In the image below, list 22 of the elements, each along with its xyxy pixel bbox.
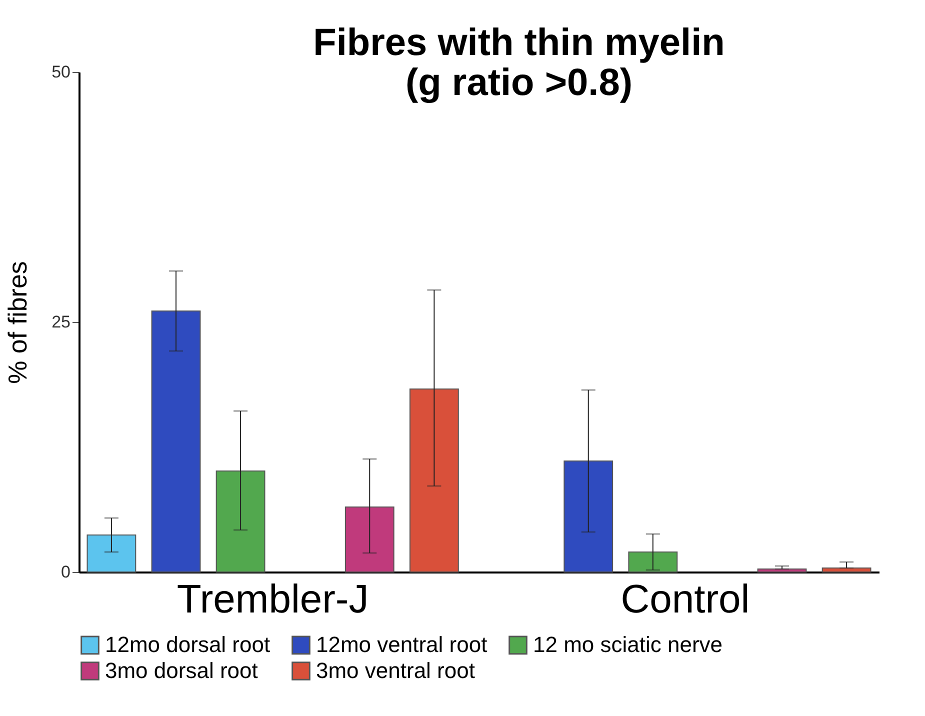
bar — [757, 568, 807, 572]
y-axis-title: % of fibres — [2, 261, 33, 384]
y-tick-label: 0 — [61, 562, 70, 582]
bar — [564, 460, 614, 572]
y-tick-label: 25 — [52, 312, 70, 332]
bar — [628, 552, 678, 572]
legend-label: 12 mo sciatic nerve — [533, 632, 723, 658]
x-tick-label: Trembler-J — [176, 578, 369, 622]
bar — [409, 388, 459, 572]
legend-label: 3mo dorsal root — [105, 658, 258, 683]
legend-label: 12mo ventral root — [316, 632, 488, 658]
x-tick-label: Control — [620, 578, 750, 622]
bar — [86, 534, 136, 572]
bar — [344, 506, 394, 572]
legend-label: 3mo ventral root — [316, 658, 475, 683]
bar — [216, 470, 266, 572]
bar — [151, 310, 201, 572]
bar — [822, 568, 872, 572]
y-tick-label: 50 — [52, 62, 70, 82]
text: Fibres with thin myelin — [313, 22, 725, 64]
text: (g ratio >0.8) — [406, 62, 632, 104]
legend-label: 12mo dorsal root — [105, 632, 270, 658]
